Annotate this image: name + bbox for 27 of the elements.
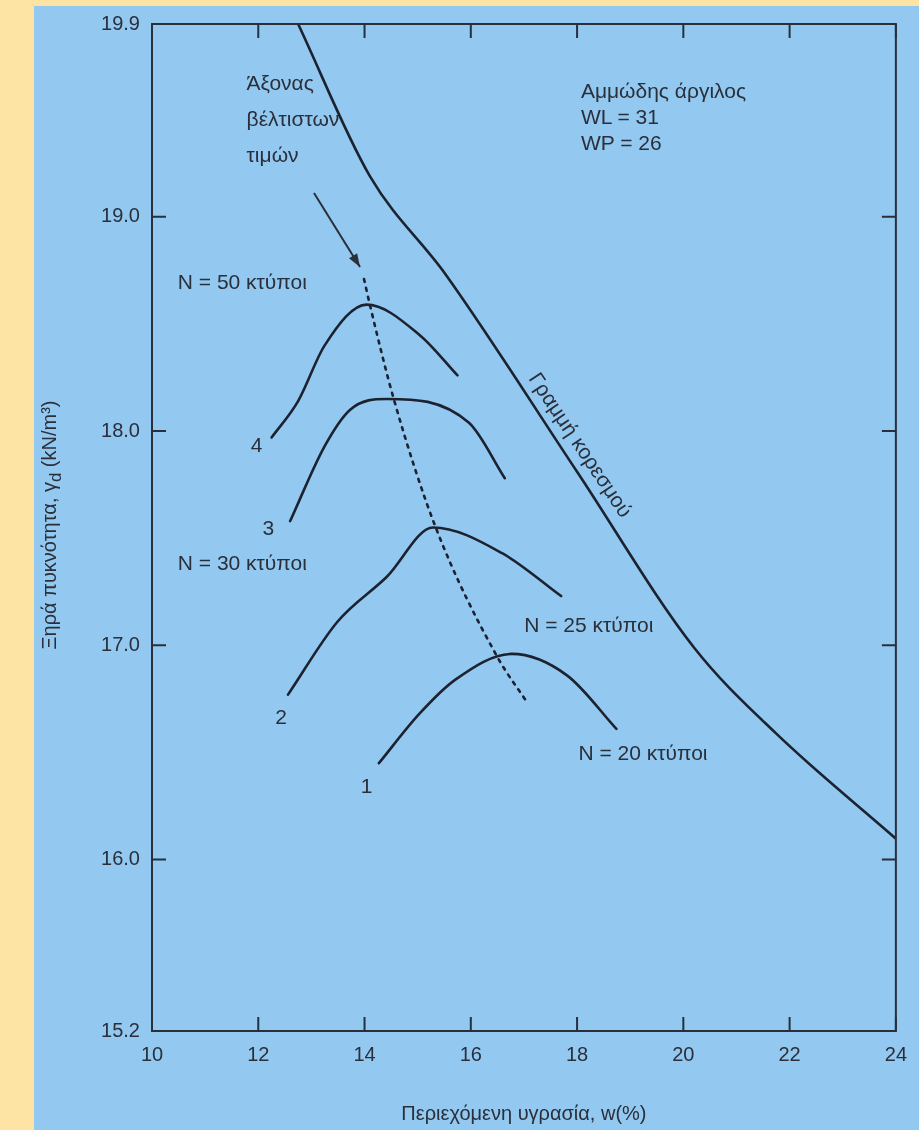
y-tick-label: 19.9 [101,11,140,34]
annotation: N = 30 κτύποι [177,550,308,574]
annotation: N = 50 κτύποι [177,270,308,294]
annotation: Αμμώδης άργιλος [580,78,747,104]
annotation: 3 [262,516,275,540]
annotation: N = 25 κτύποι [524,612,654,636]
x-tick-label: 12 [247,1042,270,1065]
annotation: 1 [360,773,373,797]
x-axis-title: Περιεχόμενη υγρασία, w(%) [401,1101,647,1124]
annotation: Άξονας βέλτιστων τιμών [246,70,340,166]
y-tick-label: 17.0 [101,632,140,655]
annotation: N = 20 κτύποι [578,741,708,765]
annotation: WL = 31 [580,104,660,130]
x-tick-label: 16 [459,1042,482,1065]
x-tick-label: 22 [778,1042,801,1065]
annotation: 4 [250,432,263,456]
x-tick-label: 24 [884,1042,907,1065]
annotation: 2 [275,704,287,728]
x-tick-label: 20 [672,1042,695,1065]
y-tick-label: 18.0 [101,418,140,441]
x-tick-label: 14 [353,1042,376,1065]
y-tick-label: 16.0 [101,847,140,870]
x-tick-label: 10 [140,1042,164,1065]
annotation: WP = 26 [580,130,663,156]
y-tick-label: 15.2 [101,1018,140,1041]
y-tick-label: 19.0 [101,204,140,227]
x-tick-label: 18 [565,1042,589,1065]
